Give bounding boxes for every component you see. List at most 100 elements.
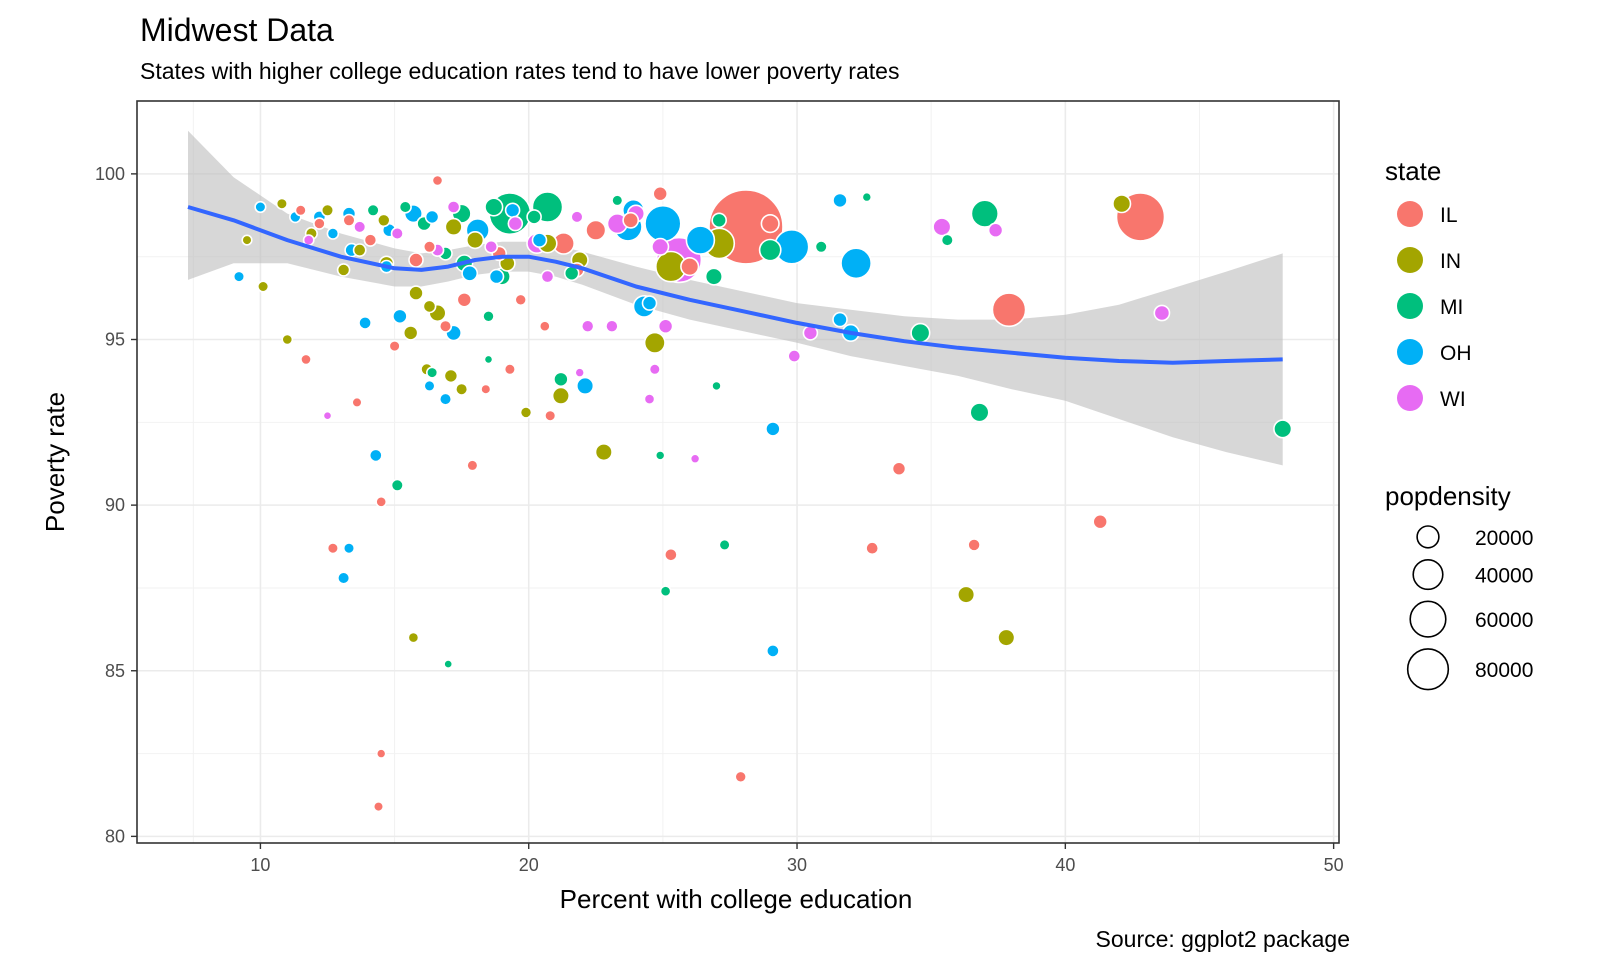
data-point-il bbox=[760, 214, 780, 234]
data-point-il bbox=[652, 185, 669, 202]
legend-size-label: 60000 bbox=[1475, 609, 1533, 632]
data-point-wi bbox=[507, 215, 524, 232]
data-point-oh bbox=[392, 308, 408, 325]
legend-key-wi bbox=[1397, 385, 1423, 411]
data-point-oh bbox=[326, 227, 340, 240]
panel-border bbox=[136, 100, 1340, 844]
data-point-mi bbox=[484, 197, 504, 217]
data-point-il bbox=[991, 292, 1027, 328]
data-point-il bbox=[422, 240, 437, 254]
data-point-oh bbox=[575, 376, 595, 396]
data-point-in bbox=[594, 443, 613, 462]
data-point-in bbox=[519, 406, 533, 419]
legend-key-mi bbox=[1397, 293, 1423, 319]
data-point-oh bbox=[766, 644, 780, 658]
data-point-in bbox=[320, 203, 335, 217]
data-point-il bbox=[388, 340, 401, 353]
legend-label-il: IL bbox=[1440, 204, 1458, 227]
data-point-mi bbox=[711, 380, 722, 392]
data-point-oh bbox=[438, 392, 453, 406]
data-point-wi bbox=[574, 367, 586, 378]
data-point-mi bbox=[1273, 419, 1293, 439]
data-point-il bbox=[294, 204, 307, 217]
data-point-mi bbox=[443, 659, 454, 669]
data-point-oh bbox=[461, 264, 479, 282]
data-point-oh bbox=[488, 268, 505, 285]
legend-size-key bbox=[1412, 558, 1444, 591]
data-point-mi bbox=[526, 209, 542, 225]
data-point-in bbox=[997, 628, 1016, 647]
data-point-wi bbox=[580, 319, 595, 334]
data-point-oh bbox=[232, 270, 246, 283]
data-point-in bbox=[336, 263, 351, 277]
smooth-line bbox=[187, 205, 1283, 365]
chart-title: Midwest Data bbox=[140, 12, 334, 48]
y-tick-label: 100 bbox=[95, 164, 125, 184]
x-tick-label: 20 bbox=[519, 855, 539, 875]
data-point-il bbox=[431, 174, 444, 187]
data-point-in bbox=[402, 325, 419, 341]
legend-label-oh: OH bbox=[1440, 342, 1472, 365]
data-point-in bbox=[275, 197, 289, 210]
data-point-il bbox=[372, 800, 385, 813]
data-point-il bbox=[313, 217, 326, 230]
data-point-wi bbox=[689, 453, 701, 465]
data-point-oh bbox=[424, 209, 440, 225]
data-point-in bbox=[257, 280, 270, 293]
data-point-oh bbox=[685, 225, 716, 255]
data-points bbox=[232, 174, 1293, 813]
data-point-il bbox=[967, 538, 981, 552]
data-point-il bbox=[503, 363, 517, 376]
data-point-il bbox=[300, 353, 312, 366]
data-point-mi bbox=[704, 267, 724, 286]
data-point-wi bbox=[322, 410, 333, 421]
data-point-oh bbox=[765, 421, 781, 437]
data-point-mi bbox=[969, 402, 990, 423]
data-point-il bbox=[363, 233, 378, 247]
data-point-wi bbox=[787, 349, 802, 363]
data-point-oh bbox=[641, 295, 658, 311]
data-point-wi bbox=[605, 319, 619, 334]
data-point-wi bbox=[570, 210, 584, 224]
legend-state-title: state bbox=[1385, 156, 1441, 186]
legend-label-wi: WI bbox=[1440, 388, 1466, 411]
data-point-mi bbox=[390, 478, 404, 492]
data-point-mi bbox=[718, 538, 731, 552]
data-point-oh bbox=[832, 192, 848, 209]
data-point-oh bbox=[840, 247, 873, 280]
data-point-mi bbox=[940, 233, 954, 247]
data-point-wi bbox=[648, 363, 661, 376]
data-point-in bbox=[443, 368, 459, 384]
data-point-mi bbox=[659, 585, 672, 598]
data-point-il bbox=[326, 542, 340, 555]
data-point-il bbox=[622, 211, 640, 229]
confidence-band bbox=[188, 130, 1283, 466]
data-point-il bbox=[408, 252, 424, 268]
legend-key-oh bbox=[1397, 339, 1423, 365]
data-point-mi bbox=[611, 194, 624, 207]
x-tick-label: 50 bbox=[1324, 855, 1344, 875]
legend-size-key bbox=[1406, 648, 1450, 691]
legend-size-key bbox=[1409, 600, 1447, 638]
y-tick-label: 90 bbox=[105, 495, 125, 515]
data-point-oh bbox=[337, 571, 351, 585]
data-point-oh bbox=[832, 311, 848, 328]
data-point-oh bbox=[423, 379, 436, 393]
legend-label-mi: MI bbox=[1440, 296, 1463, 319]
data-point-mi bbox=[366, 203, 380, 217]
legend-label-in: IN bbox=[1440, 250, 1461, 273]
data-point-in bbox=[422, 299, 437, 314]
data-point-mi bbox=[482, 309, 495, 323]
data-point-il bbox=[342, 213, 356, 227]
data-point-oh bbox=[368, 448, 383, 463]
data-point-mi bbox=[758, 238, 782, 262]
legend-key-in bbox=[1397, 247, 1423, 273]
legend-popdensity-title: popdensity bbox=[1385, 481, 1511, 511]
data-point-il bbox=[1092, 513, 1108, 530]
x-tick-label: 10 bbox=[250, 855, 270, 875]
data-point-il bbox=[585, 219, 607, 241]
data-point-in bbox=[444, 217, 463, 236]
data-point-mi bbox=[654, 450, 666, 461]
data-point-in bbox=[466, 231, 485, 250]
data-point-wi bbox=[390, 226, 404, 241]
